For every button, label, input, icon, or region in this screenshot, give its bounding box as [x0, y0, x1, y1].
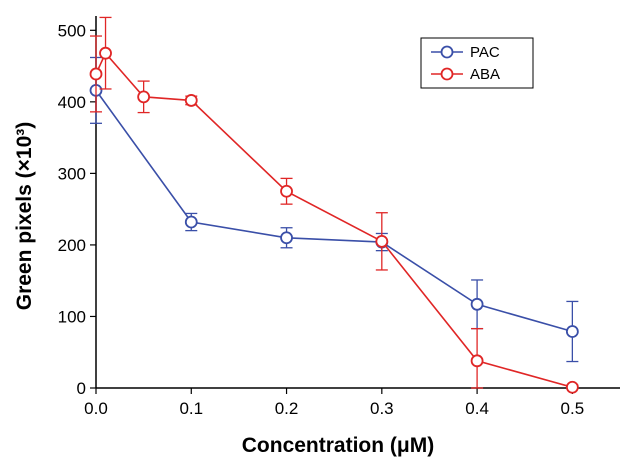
- y-axis-ticks: 0 100 200 300 400 500: [58, 21, 96, 398]
- data-point: [184, 215, 198, 229]
- y-tick-label: 500: [58, 21, 86, 40]
- legend-marker: [440, 45, 454, 59]
- data-point: [565, 380, 579, 394]
- data-point: [280, 231, 293, 245]
- data-point: [565, 325, 579, 338]
- x-axis-title: Concentration (μM): [242, 434, 435, 457]
- data-point: [470, 354, 484, 368]
- y-tick-label: 300: [58, 164, 86, 183]
- data-point: [137, 90, 151, 104]
- data-point: [280, 184, 293, 198]
- series-pac: [89, 56, 579, 363]
- data-point: [184, 94, 198, 107]
- data-point: [470, 297, 484, 311]
- legend: PAC ABA: [420, 37, 534, 89]
- x-tick-label: 0.2: [275, 399, 299, 418]
- series-layer: [89, 16, 579, 394]
- x-tick-label: 0.0: [84, 399, 108, 418]
- x-tick-label: 0.5: [561, 399, 585, 418]
- legend-marker: [440, 67, 454, 81]
- y-axis-title: Green pixels (×10³): [13, 122, 36, 311]
- y-tick-label: 0: [77, 379, 86, 398]
- plot-frame: [95, 16, 620, 389]
- data-point: [375, 234, 389, 248]
- y-tick-label: 200: [58, 236, 86, 255]
- x-tick-label: 0.4: [465, 399, 489, 418]
- legend-label: ABA: [470, 66, 500, 83]
- x-axis-ticks: 0.0 0.1 0.2 0.3 0.4 0.5: [84, 388, 584, 418]
- series-line: [95, 89, 573, 333]
- y-tick-label: 100: [58, 307, 86, 326]
- x-tick-label: 0.3: [370, 399, 394, 418]
- data-point: [99, 46, 112, 60]
- data-point: [89, 67, 103, 81]
- series-line: [95, 51, 573, 389]
- legend-box: [420, 37, 534, 89]
- series-aba: [89, 16, 579, 394]
- x-tick-label: 0.1: [179, 399, 203, 418]
- legend-label: PAC: [470, 44, 500, 61]
- y-tick-label: 400: [58, 93, 86, 112]
